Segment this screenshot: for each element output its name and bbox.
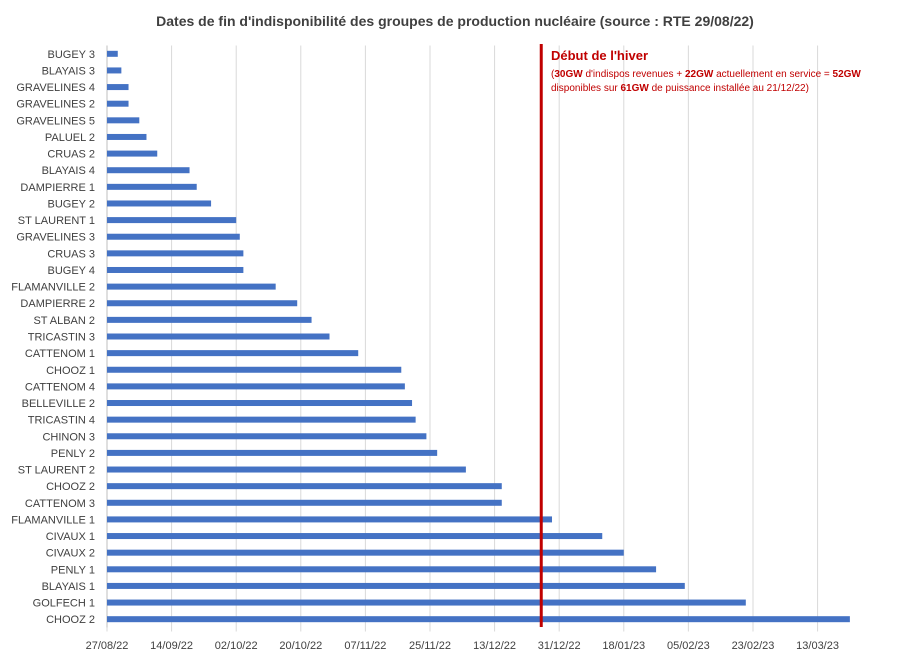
bar [107,250,244,257]
bar [107,300,298,307]
category-label: CATTENOM 4 [25,381,95,393]
annotation-line-1: (30GW d'indispos revenues + 22GW actuell… [551,69,861,80]
bar [107,150,158,157]
annotation-line-2: disponibles sur 61GW de puissance instal… [551,83,809,94]
x-tick-label: 02/10/22 [215,640,258,652]
bar [107,333,330,340]
category-label: ST LAURENT 2 [18,465,95,477]
x-tick-labels: 27/08/22 14/09/22 02/10/22 20/10/22 07/11/22… [86,640,839,652]
bar [107,350,359,357]
bar [107,100,129,107]
bar [107,416,416,423]
bar [107,516,553,523]
x-tick-label: 31/12/22 [538,640,581,652]
category-label: CHOOZ 1 [46,365,95,377]
bar [107,499,502,506]
bar [107,283,276,290]
category-label: CIVAUX 1 [46,531,95,543]
category-label: BLAYAIS 1 [42,581,95,593]
category-label: FLAMANVILLE 1 [11,514,95,526]
category-label: CATTENOM 1 [25,348,95,360]
category-label: FLAMANVILLE 2 [11,282,95,294]
category-label: GOLFECH 1 [33,598,95,610]
chart-title: Dates de fin d'indisponibilité des group… [156,13,754,29]
category-label: CRUAS 2 [47,149,95,161]
bar [107,566,657,573]
category-label: CATTENOM 3 [25,498,95,510]
x-tick-label: 13/12/22 [473,640,516,652]
category-label: BLAYAIS 4 [42,165,95,177]
x-tick-label: 25/11/22 [409,640,451,652]
bar [107,266,244,273]
x-tick-label: 14/09/22 [150,640,193,652]
x-tick-label: 27/08/22 [86,640,129,652]
bar [107,599,746,606]
category-label: DAMPIERRE 1 [20,182,95,194]
bar [107,50,118,57]
category-label: GRAVELINES 4 [16,82,95,94]
category-label: BUGEY 2 [48,198,96,210]
category-label: GRAVELINES 3 [16,232,95,244]
bar [107,84,129,91]
category-label: PENLY 2 [51,448,95,460]
bar [107,183,197,190]
category-label: GRAVELINES 5 [16,115,95,127]
bar [107,200,212,207]
bar [107,133,147,140]
x-tick-label: 05/02/23 [667,640,710,652]
bar [107,400,413,407]
bar [107,433,427,440]
bar [107,316,312,323]
category-label: ST LAURENT 1 [18,215,95,227]
category-label: ST ALBAN 2 [33,315,95,327]
category-label: PENLY 1 [51,564,95,576]
bar [107,549,624,556]
category-label: CIVAUX 2 [46,548,95,560]
category-label: BLAYAIS 3 [42,65,95,77]
bar [107,366,402,373]
bar [107,233,240,240]
category-label: BELLEVILLE 2 [22,398,95,410]
category-label: TRICASTIN 4 [28,415,95,427]
category-label: CHOOZ 2 [46,481,95,493]
category-label: BUGEY 4 [48,265,96,277]
bar [107,67,122,74]
x-tick-label: 07/11/22 [344,640,386,652]
bar [107,117,140,124]
bar [107,383,405,390]
category-label: PALUEL 2 [45,132,95,144]
category-label: BUGEY 3 [48,49,96,61]
category-label: TRICASTIN 3 [28,332,95,344]
category-label: DAMPIERRE 2 [20,298,95,310]
bar [107,449,438,456]
x-tick-label: 18/01/23 [602,640,645,652]
category-label: CRUAS 3 [47,248,95,260]
category-label: CHOOZ 2 [46,614,95,626]
bars [107,50,850,623]
x-tick-label: 20/10/22 [279,640,322,652]
bar [107,616,850,623]
x-tick-label: 13/03/23 [796,640,839,652]
category-labels: BUGEY 3 BLAYAIS 3 GRAVELINES 4 GRAVELINES 2… [11,49,95,626]
bar [107,582,685,589]
category-label: CHINON 3 [42,431,95,443]
bar [107,167,190,174]
category-label: GRAVELINES 2 [16,99,95,111]
annotation-title: Début de l'hiver [551,48,648,63]
bar [107,217,237,224]
bar [107,466,466,473]
x-tick-label: 23/02/23 [732,640,775,652]
bar [107,533,603,540]
bar [107,483,502,490]
